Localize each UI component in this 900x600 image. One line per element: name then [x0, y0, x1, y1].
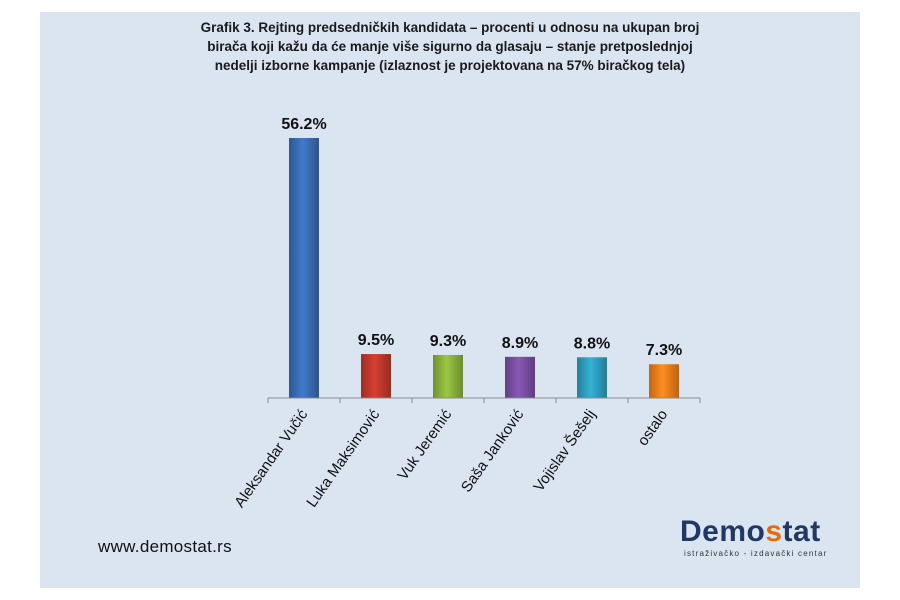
category-label-1: Aleksandar Vučić	[231, 406, 311, 511]
bar-1	[289, 138, 319, 398]
bar-3	[433, 354, 463, 398]
chart-title: Grafik 3. Rejting predsedničkih kandidat…	[150, 18, 750, 75]
logo-wordmark: Demostat	[680, 515, 821, 548]
chart-title-line-3: nedelji izborne kampanje (izlaznost je p…	[214, 58, 686, 73]
data-label-1: 56.2%	[281, 116, 326, 133]
website-url[interactable]: www.demostat.rs	[98, 537, 232, 556]
category-label-5: Vojislav Šešelj	[530, 407, 599, 495]
bar-6	[649, 364, 679, 398]
category-label-2: Luka Maksimović	[303, 406, 383, 510]
logo-tagline: istraživačko - izdavački centar	[684, 549, 828, 558]
demostat-logo: Demostat istraživačko - izdavački centar	[680, 515, 830, 559]
category-label-6: ostalo	[634, 407, 671, 450]
chart-title-line-2: birača koji kažu da će manje više sigurn…	[207, 39, 693, 54]
data-label-5: 8.8%	[574, 335, 610, 352]
data-label-4: 8.9%	[502, 335, 538, 352]
bar-4	[505, 356, 535, 398]
data-label-6: 7.3%	[646, 342, 682, 359]
chart-title-line-1: Grafik 3. Rejting predsedničkih kandidat…	[200, 20, 700, 35]
category-label-4: Saša Janković	[458, 406, 528, 495]
bar-2	[361, 354, 391, 398]
data-label-3: 9.3%	[430, 333, 466, 350]
bar-5	[577, 357, 607, 398]
chart-background	[40, 12, 860, 588]
category-label-3: Vuk Jeremić	[394, 406, 455, 483]
data-label-2: 9.5%	[358, 332, 394, 349]
